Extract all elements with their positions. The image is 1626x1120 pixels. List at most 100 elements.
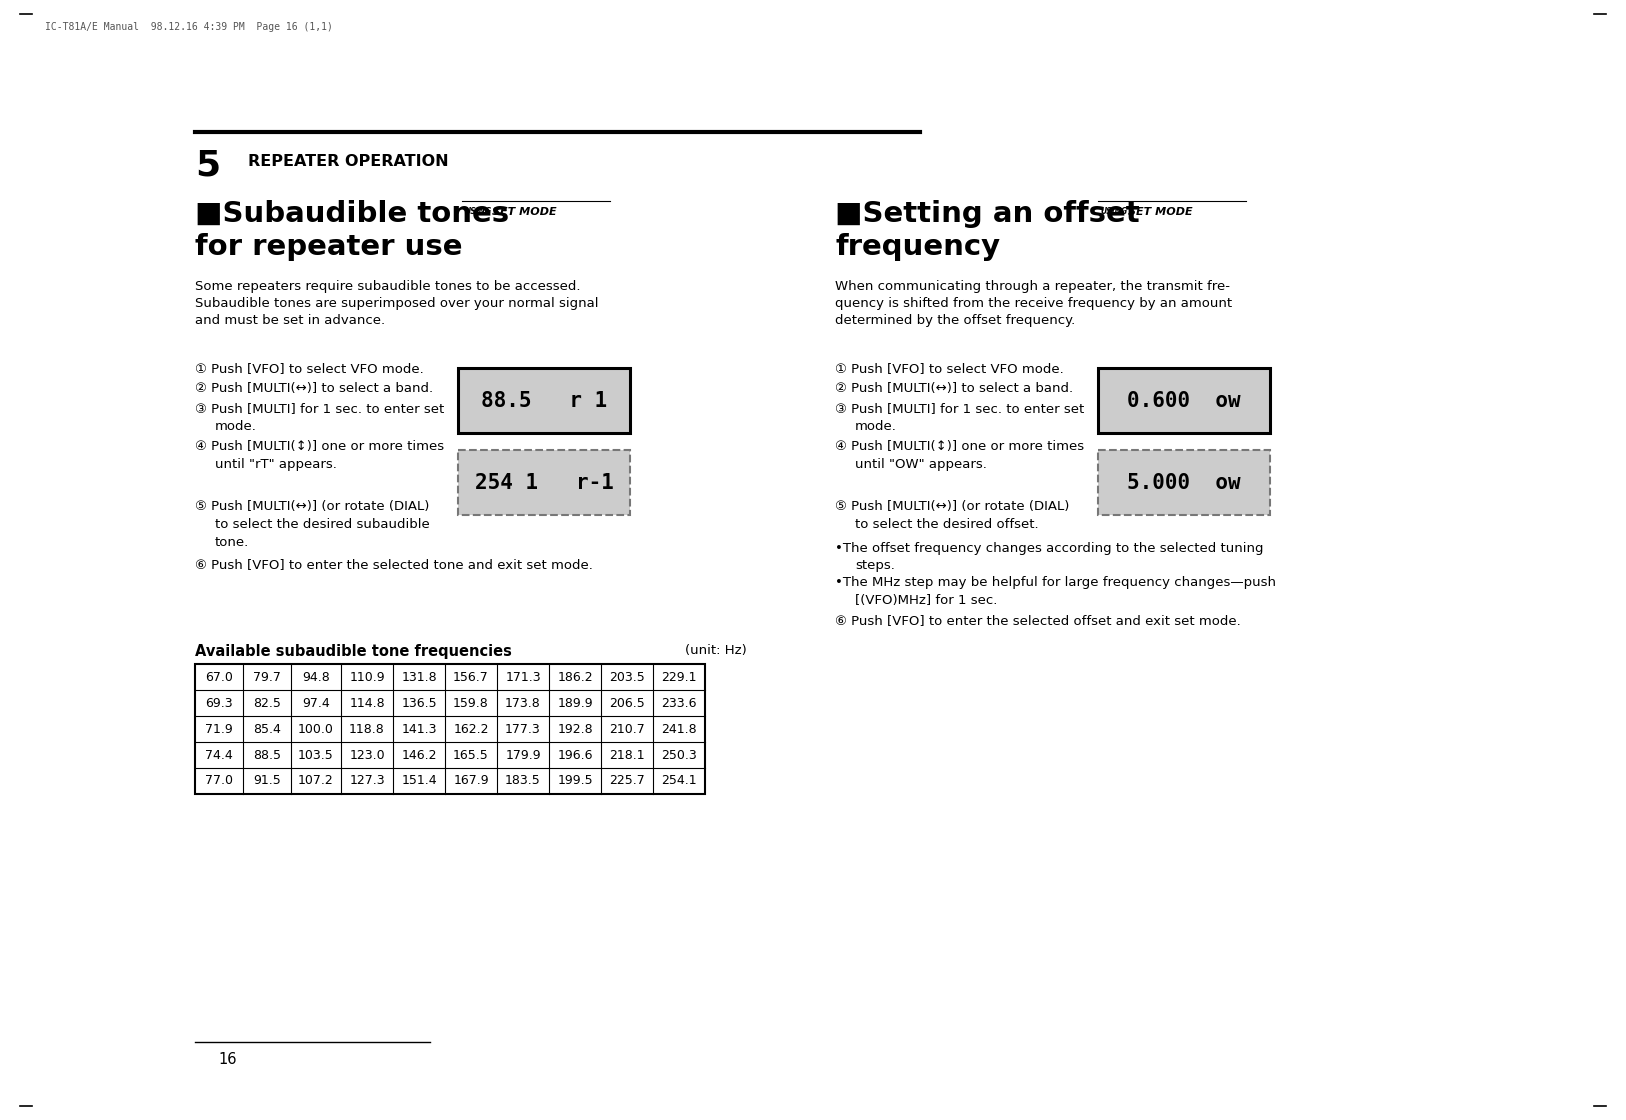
Text: 127.3: 127.3 [350,775,385,787]
Text: USING: USING [463,207,491,216]
Text: until "OW" appears.: until "OW" appears. [855,458,987,472]
Text: (unit: Hz): (unit: Hz) [685,644,746,657]
Text: 171.3: 171.3 [506,671,541,683]
Text: 179.9: 179.9 [506,748,541,762]
Text: ⑥ Push [VFO] to enter the selected tone and exit set mode.: ⑥ Push [VFO] to enter the selected tone … [195,558,593,571]
Text: until "rT" appears.: until "rT" appears. [215,458,337,472]
Text: 165.5: 165.5 [454,748,489,762]
Text: ② Push [MULTI(↔)] to select a band.: ② Push [MULTI(↔)] to select a band. [195,382,433,395]
Text: USING: USING [1101,207,1127,216]
Text: 225.7: 225.7 [610,775,646,787]
Text: 88.5: 88.5 [254,748,281,762]
Text: ⑤ Push [MULTI(↔)] (or rotate (DIAL): ⑤ Push [MULTI(↔)] (or rotate (DIAL) [195,500,429,513]
Text: 131.8: 131.8 [402,671,437,683]
Text: 123.0: 123.0 [350,748,385,762]
Text: 110.9: 110.9 [350,671,385,683]
Text: IC-T81A/E Manual  98.12.16 4:39 PM  Page 16 (1,1): IC-T81A/E Manual 98.12.16 4:39 PM Page 1… [46,22,333,32]
Text: ① Push [VFO] to select VFO mode.: ① Push [VFO] to select VFO mode. [836,362,1063,375]
Text: 79.7: 79.7 [254,671,281,683]
Text: 136.5: 136.5 [402,697,437,709]
Text: 186.2: 186.2 [558,671,593,683]
Text: ⑥ Push [VFO] to enter the selected offset and exit set mode.: ⑥ Push [VFO] to enter the selected offse… [836,614,1241,627]
Text: 141.3: 141.3 [402,722,437,736]
Text: 82.5: 82.5 [254,697,281,709]
Bar [195,664,706,794]
Text: 189.9: 189.9 [558,697,593,709]
Text: SET MODE: SET MODE [493,207,556,217]
Text: Some repeaters require subaudible tones to be accessed.: Some repeaters require subaudible tones … [195,280,580,293]
Text: 114.8: 114.8 [350,697,385,709]
Text: ④ Push [MULTI(↕)] one or more times: ④ Push [MULTI(↕)] one or more times [195,440,444,452]
Text: SET MODE: SET MODE [1128,207,1192,217]
Text: 192.8: 192.8 [558,722,593,736]
Text: 196.6: 196.6 [558,748,593,762]
Text: 162.2: 162.2 [454,722,489,736]
Text: 159.8: 159.8 [454,697,489,709]
Text: ■Setting an offset: ■Setting an offset [836,200,1140,228]
Text: [(VFO)MHz] for 1 sec.: [(VFO)MHz] for 1 sec. [855,594,997,607]
Text: 103.5: 103.5 [298,748,333,762]
Text: 69.3: 69.3 [205,697,233,709]
Text: to select the desired offset.: to select the desired offset. [855,519,1039,531]
Text: 67.0: 67.0 [205,671,233,683]
Text: and must be set in advance.: and must be set in advance. [195,314,385,327]
Bar [459,368,629,433]
Text: 5: 5 [195,148,220,183]
Text: mode.: mode. [215,420,257,433]
Text: 173.8: 173.8 [506,697,541,709]
Text: 233.6: 233.6 [662,697,698,709]
Bar [1098,450,1270,515]
Text: 88.5   r 1: 88.5 r 1 [481,391,606,411]
Text: ① Push [VFO] to select VFO mode.: ① Push [VFO] to select VFO mode. [195,362,424,375]
Text: 85.4: 85.4 [254,722,281,736]
Text: ⑤ Push [MULTI(↔)] (or rotate (DIAL): ⑤ Push [MULTI(↔)] (or rotate (DIAL) [836,500,1070,513]
Text: Available subaudible tone frequencies: Available subaudible tone frequencies [195,644,512,659]
Text: REPEATER OPERATION: REPEATER OPERATION [249,155,449,169]
Text: •The MHz step may be helpful for large frequency changes—push: •The MHz step may be helpful for large f… [836,576,1276,589]
Text: 146.2: 146.2 [402,748,437,762]
Text: ③ Push [MULTI] for 1 sec. to enter set: ③ Push [MULTI] for 1 sec. to enter set [836,402,1085,416]
Text: 218.1: 218.1 [610,748,646,762]
Text: 5.000  ow: 5.000 ow [1127,473,1241,493]
Text: for repeater use: for repeater use [195,233,462,261]
Text: 183.5: 183.5 [506,775,541,787]
Text: 156.7: 156.7 [454,671,489,683]
Text: steps.: steps. [855,559,894,572]
Text: 254.1: 254.1 [662,775,698,787]
Text: 206.5: 206.5 [610,697,646,709]
Text: ④ Push [MULTI(↕)] one or more times: ④ Push [MULTI(↕)] one or more times [836,440,1085,452]
Text: When communicating through a repeater, the transmit fre-: When communicating through a repeater, t… [836,280,1229,293]
Text: Subaudible tones are superimposed over your normal signal: Subaudible tones are superimposed over y… [195,297,598,310]
Text: 241.8: 241.8 [662,722,698,736]
Text: 229.1: 229.1 [662,671,698,683]
Text: determined by the offset frequency.: determined by the offset frequency. [836,314,1075,327]
Text: 177.3: 177.3 [506,722,541,736]
Text: ■Subaudible tones: ■Subaudible tones [195,200,509,228]
Text: 107.2: 107.2 [298,775,333,787]
Text: •The offset frequency changes according to the selected tuning: •The offset frequency changes according … [836,542,1263,556]
Text: 167.9: 167.9 [454,775,489,787]
Bar [459,450,629,515]
Text: 94.8: 94.8 [302,671,330,683]
Text: 151.4: 151.4 [402,775,437,787]
Text: 210.7: 210.7 [610,722,646,736]
Text: 199.5: 199.5 [558,775,593,787]
Bar [1098,368,1270,433]
Text: 254 1   r-1: 254 1 r-1 [475,473,613,493]
Text: 100.0: 100.0 [298,722,333,736]
Text: mode.: mode. [855,420,898,433]
Text: 77.0: 77.0 [205,775,233,787]
Text: quency is shifted from the receive frequency by an amount: quency is shifted from the receive frequ… [836,297,1233,310]
Text: 91.5: 91.5 [254,775,281,787]
Text: ③ Push [MULTI] for 1 sec. to enter set: ③ Push [MULTI] for 1 sec. to enter set [195,402,444,416]
Text: ② Push [MULTI(↔)] to select a band.: ② Push [MULTI(↔)] to select a band. [836,382,1073,395]
Text: 16: 16 [218,1052,236,1067]
Text: 74.4: 74.4 [205,748,233,762]
Text: 250.3: 250.3 [662,748,698,762]
Text: frequency: frequency [836,233,1000,261]
Text: 0.600  ow: 0.600 ow [1127,391,1241,411]
Text: 118.8: 118.8 [350,722,385,736]
Text: 97.4: 97.4 [302,697,330,709]
Text: to select the desired subaudible: to select the desired subaudible [215,519,429,531]
Text: tone.: tone. [215,536,249,549]
